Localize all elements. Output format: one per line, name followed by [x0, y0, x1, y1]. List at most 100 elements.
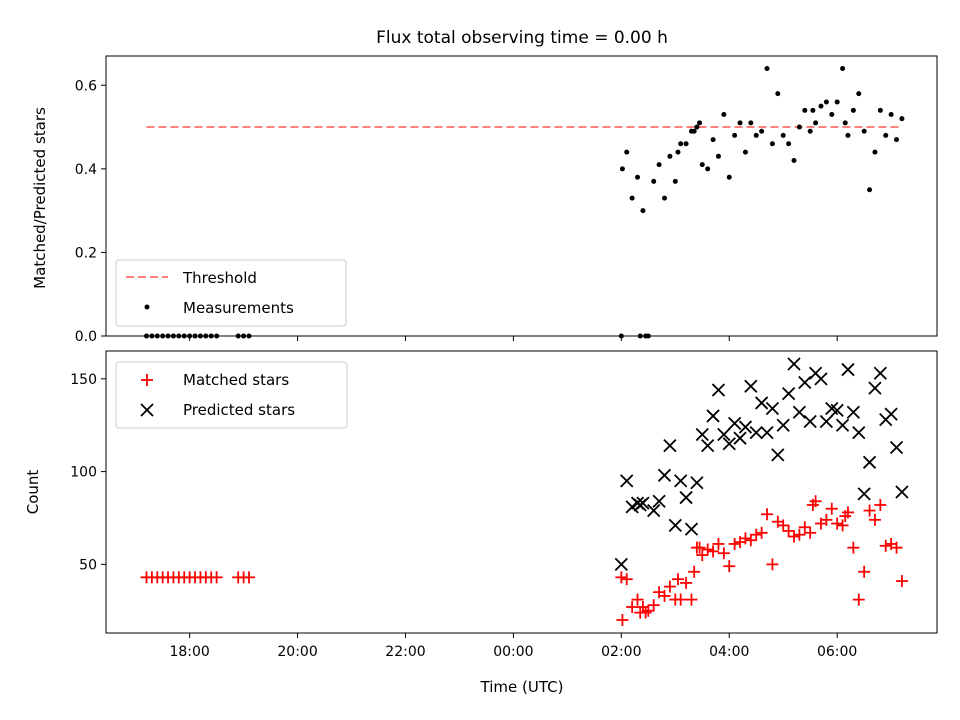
predicted-legend-label: Predicted stars: [183, 401, 295, 419]
matched-stars-point: [210, 571, 223, 584]
predicted-stars-point: [706, 409, 720, 423]
measurements-point: [877, 107, 883, 113]
measurements-point: [697, 120, 703, 126]
measurements-point: [691, 128, 697, 134]
matched-stars-point: [717, 547, 730, 560]
x-tick-label: 04:00: [709, 644, 749, 660]
predicted-stars-point: [647, 503, 661, 518]
predicted-stars-point: [835, 418, 850, 432]
measurements-point: [810, 107, 816, 113]
bottom-axes-frame: [105, 350, 938, 634]
measurements-point: [899, 116, 905, 122]
predicted-stars-point: [792, 405, 807, 419]
predicted-stars-point: [841, 362, 855, 377]
predicted-stars-point: [744, 379, 758, 393]
predicted-stars-point: [819, 414, 834, 429]
measurements-point: [842, 120, 848, 126]
matched-stars-point: [788, 530, 801, 543]
measurements-point: [861, 128, 867, 134]
predicted-stars-point: [668, 518, 682, 533]
measurements-legend-label: Measurements: [183, 299, 294, 317]
matched-stars-point: [825, 502, 838, 515]
predicted-stars-point: [690, 476, 704, 490]
predicted-stars-point: [857, 487, 871, 501]
measurements-point: [850, 107, 856, 113]
matched-stars-point: [750, 528, 763, 541]
chart-title: Flux total observing time = 0.00 h: [376, 28, 668, 48]
matched-stars-point: [804, 526, 817, 539]
bottom-ylabel: Count: [24, 470, 42, 515]
matched-stars-point: [793, 528, 806, 541]
measurements-point: [764, 66, 770, 72]
measurements-point: [683, 141, 689, 147]
predicted-stars-point: [717, 427, 731, 442]
matched-stars-point: [782, 524, 795, 537]
predicted-stars-point: [701, 438, 715, 453]
matched-stars-point: [895, 575, 908, 588]
predicted-stars-point: [776, 418, 790, 432]
count-subplot: Count 50 100 150 18:00 20:00 22:00 00:00 02:00…: [24, 350, 938, 696]
predicted-stars-point: [760, 425, 774, 440]
matched-stars-point: [674, 593, 687, 606]
matched-stars-point: [701, 543, 714, 556]
measurements-point: [675, 149, 681, 155]
predicted-stars-point: [614, 557, 628, 571]
matched-stars-point: [680, 576, 693, 589]
predicted-stars-point: [862, 455, 877, 469]
top-ylabel: Matched/Predicted stars: [31, 107, 49, 289]
matched-stars-point: [642, 604, 655, 617]
y-tick-label: 0.4: [75, 162, 97, 178]
y-tick-label: 0.6: [75, 78, 97, 94]
measurements-point: [759, 128, 765, 134]
measurements-point: [823, 99, 829, 105]
matched-stars-point: [847, 541, 860, 554]
measurements-point: [796, 124, 802, 130]
matched-legend-label: Matched stars: [183, 371, 289, 389]
bottom-y-ticks: 50 100 150: [70, 372, 106, 573]
predicted-stars-point: [738, 420, 753, 434]
x-axis-label: Time (UTC): [480, 678, 564, 696]
x-tick-label: 22:00: [385, 644, 425, 660]
measurements-point: [699, 162, 705, 168]
x-tick-label: 18:00: [169, 644, 209, 660]
matched-stars-point: [777, 519, 790, 532]
measurements-point: [667, 153, 673, 159]
matched-stars-point: [647, 599, 660, 612]
top-y-ticks: 0.0 0.2 0.4 0.6: [75, 78, 106, 345]
matched-stars-point: [858, 565, 871, 578]
measurements-point: [780, 132, 786, 138]
measurements-point: [856, 91, 862, 97]
matched-stars-point: [841, 506, 854, 519]
predicted-stars-point: [868, 381, 882, 395]
measurements-point: [715, 153, 721, 159]
measurements-point: [656, 162, 662, 168]
matched-stars-point: [616, 614, 629, 627]
predicted-stars-point: [803, 414, 817, 429]
measurements-point: [791, 157, 797, 163]
predicted-stars-point: [674, 474, 688, 488]
matched-stars-point: [671, 573, 684, 586]
x-tick-label: 20:00: [277, 644, 317, 660]
threshold-legend-label: Threshold: [182, 269, 257, 287]
predicted-stars-point: [620, 474, 634, 488]
predicted-stars-point: [781, 387, 796, 401]
matched-stars-point: [639, 606, 652, 619]
ratio-subplot: Matched/Predicted stars 0.0 0.2 0.4 0.6 Thr…: [31, 55, 938, 345]
matched-legend-swatch: [141, 374, 153, 386]
matched-stars-point: [879, 539, 892, 552]
measurements-point: [678, 141, 684, 147]
predicted-stars-point: [798, 375, 812, 390]
predicted-stars-point: [679, 490, 693, 505]
measurements-point: [872, 149, 878, 155]
measurements-point: [894, 137, 900, 143]
predicted-stars-point: [830, 403, 844, 418]
predicted-stars-point: [663, 438, 677, 453]
measurements-point: [629, 195, 635, 201]
measurements-point: [732, 132, 738, 138]
measurements-point: [802, 107, 808, 113]
matched-stars-point: [831, 517, 844, 530]
predicted-stars-point: [733, 431, 747, 445]
measurements-point: [748, 120, 754, 126]
predicted-stars-point: [889, 440, 904, 455]
